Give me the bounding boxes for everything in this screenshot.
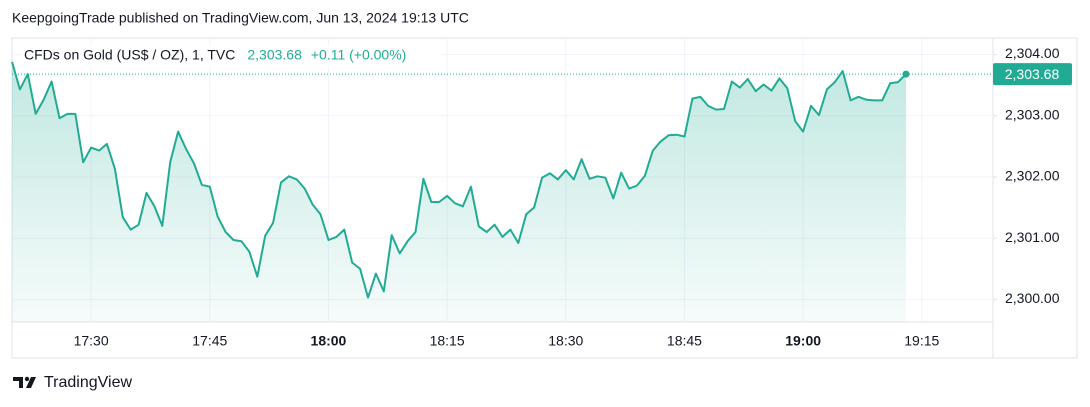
grid: 2,300.00 2,301.00 2,302.00 2,303.00 2,304.00… [12,38,1060,349]
last-point [902,70,910,78]
x-tick-label: 17:45 [192,333,227,349]
brand-logo [13,376,36,388]
x-tick-label: 18:15 [430,333,465,349]
price-line [11,61,907,299]
y-tick-label: 2,301.00 [1005,229,1060,245]
area-fill [12,61,906,323]
x-tick-label: 19:15 [904,333,939,349]
x-tick-label: 19:00 [785,333,821,349]
y-tick-label: 2,304.00 [1005,45,1060,61]
legend-bg [22,44,442,68]
price-tag-label: 2,303.68 [1005,66,1060,82]
symbol: CFDs on Gold (US$ / OZ), 1, TVC [24,47,235,63]
published-line: KeepgoingTrade published on TradingView.… [12,10,469,26]
x-tick-label: 18:30 [548,333,583,349]
x-tick-label: 18:45 [667,333,702,349]
plot: 2,303.68 [11,61,1072,323]
y-tick-label: 2,300.00 [1005,290,1060,306]
x-tick-label: 18:00 [311,333,347,349]
y-tick-label: 2,302.00 [1005,168,1060,184]
last-price: 2,303.68 [247,47,302,63]
price-change: +0.11 (+0.00%) [311,47,406,63]
y-tick-label: 2,303.00 [1005,106,1060,122]
brand-name: TradingView [44,374,132,391]
price-tag [993,63,1072,86]
x-tick-label: 17:30 [74,333,109,349]
